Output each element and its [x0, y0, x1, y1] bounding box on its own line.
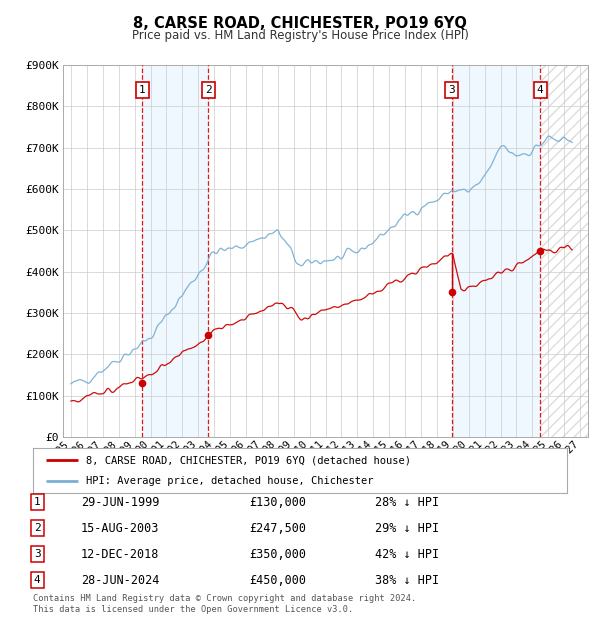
Text: HPI: Average price, detached house, Chichester: HPI: Average price, detached house, Chic…	[86, 476, 374, 486]
Bar	[540, 65, 588, 437]
Text: £247,500: £247,500	[249, 522, 306, 534]
Text: This data is licensed under the Open Government Licence v3.0.: This data is licensed under the Open Gov…	[33, 604, 353, 614]
Bar	[540, 65, 588, 437]
Text: 8, CARSE ROAD, CHICHESTER, PO19 6YQ (detached house): 8, CARSE ROAD, CHICHESTER, PO19 6YQ (det…	[86, 455, 412, 466]
Text: 38% ↓ HPI: 38% ↓ HPI	[375, 574, 439, 587]
Text: 2: 2	[205, 85, 211, 95]
Text: Price paid vs. HM Land Registry's House Price Index (HPI): Price paid vs. HM Land Registry's House …	[131, 29, 469, 42]
Text: £350,000: £350,000	[249, 548, 306, 560]
Bar	[142, 65, 208, 437]
Text: 15-AUG-2003: 15-AUG-2003	[81, 522, 160, 534]
Text: 3: 3	[449, 85, 455, 95]
Text: 8, CARSE ROAD, CHICHESTER, PO19 6YQ: 8, CARSE ROAD, CHICHESTER, PO19 6YQ	[133, 16, 467, 30]
Text: 28-JUN-2024: 28-JUN-2024	[81, 574, 160, 587]
Text: 4: 4	[34, 575, 41, 585]
Text: 42% ↓ HPI: 42% ↓ HPI	[375, 548, 439, 560]
Text: 28% ↓ HPI: 28% ↓ HPI	[375, 496, 439, 508]
Bar	[452, 65, 540, 437]
Text: 2: 2	[34, 523, 41, 533]
Text: 12-DEC-2018: 12-DEC-2018	[81, 548, 160, 560]
Text: 29% ↓ HPI: 29% ↓ HPI	[375, 522, 439, 534]
Text: 1: 1	[139, 85, 146, 95]
Text: 29-JUN-1999: 29-JUN-1999	[81, 496, 160, 508]
Text: £130,000: £130,000	[249, 496, 306, 508]
Text: 4: 4	[537, 85, 544, 95]
Text: 1: 1	[34, 497, 41, 507]
Text: 3: 3	[34, 549, 41, 559]
Text: Contains HM Land Registry data © Crown copyright and database right 2024.: Contains HM Land Registry data © Crown c…	[33, 593, 416, 603]
Text: £450,000: £450,000	[249, 574, 306, 587]
